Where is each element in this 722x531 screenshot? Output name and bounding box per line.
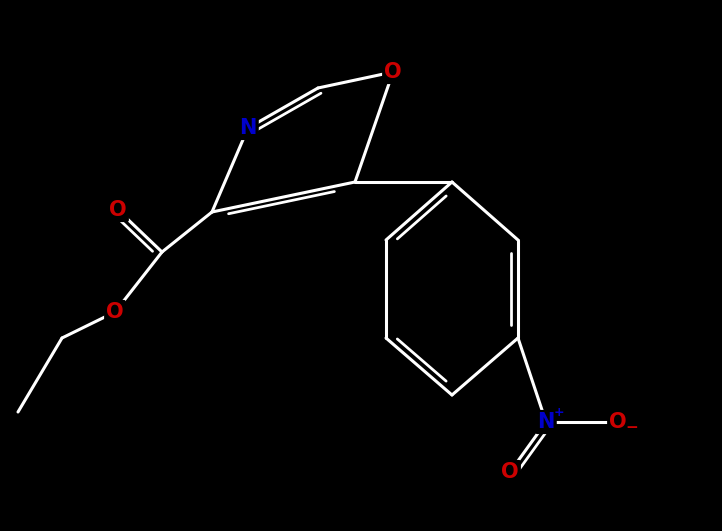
Text: N: N <box>239 118 257 138</box>
Text: −: − <box>626 421 638 435</box>
Text: N: N <box>537 412 554 432</box>
Text: O: O <box>109 200 127 220</box>
Text: +: + <box>554 406 565 418</box>
Text: O: O <box>384 62 402 82</box>
Text: O: O <box>501 462 519 482</box>
Text: O: O <box>609 412 627 432</box>
Text: O: O <box>106 302 123 322</box>
